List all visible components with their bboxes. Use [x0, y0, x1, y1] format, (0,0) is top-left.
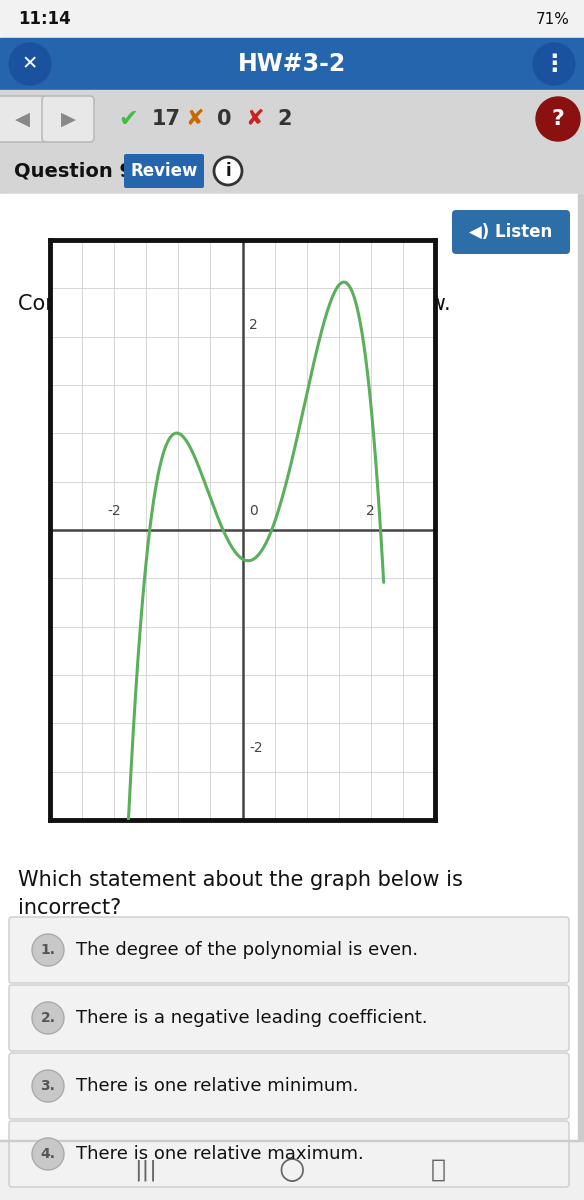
Circle shape: [214, 157, 242, 185]
Text: 1.: 1.: [40, 943, 55, 958]
Text: ✘: ✘: [246, 109, 265, 128]
Text: -2: -2: [249, 740, 263, 755]
Text: ▶: ▶: [61, 109, 75, 128]
Text: 71%: 71%: [536, 12, 570, 26]
FancyBboxPatch shape: [452, 210, 570, 254]
Text: ✕: ✕: [22, 54, 38, 73]
Text: -2: -2: [107, 504, 121, 518]
Text: 0: 0: [249, 504, 258, 518]
FancyBboxPatch shape: [42, 96, 94, 142]
Text: ?: ?: [551, 109, 565, 128]
FancyBboxPatch shape: [124, 154, 204, 188]
Bar: [0, 148, 584, 194]
Text: 17: 17: [152, 109, 181, 128]
FancyBboxPatch shape: [9, 917, 569, 983]
Bar: [0, 194, 584, 1140]
Circle shape: [533, 43, 575, 85]
Text: i: i: [225, 162, 231, 180]
FancyBboxPatch shape: [9, 985, 569, 1051]
FancyBboxPatch shape: [0, 96, 48, 142]
Text: There is one relative maximum.: There is one relative maximum.: [76, 1145, 364, 1163]
Text: Question 9: Question 9: [14, 162, 133, 180]
Bar: [0, 90, 584, 148]
Text: ⋮: ⋮: [542, 52, 566, 76]
Text: 〈: 〈: [430, 1158, 446, 1182]
Text: There is a negative leading coefficient.: There is a negative leading coefficient.: [76, 1009, 427, 1027]
Text: ○: ○: [279, 1156, 305, 1184]
FancyBboxPatch shape: [9, 1121, 569, 1187]
Text: There is one relative minimum.: There is one relative minimum.: [76, 1078, 359, 1094]
Text: HW#3-2: HW#3-2: [238, 52, 346, 76]
Text: ✘: ✘: [186, 109, 204, 128]
FancyBboxPatch shape: [9, 1054, 569, 1118]
Text: 0: 0: [217, 109, 231, 128]
Bar: [0, 1140, 584, 1200]
Circle shape: [32, 934, 64, 966]
Text: 11:14: 11:14: [18, 10, 71, 28]
Circle shape: [32, 1138, 64, 1170]
Text: 3.: 3.: [40, 1079, 55, 1093]
Text: 2: 2: [366, 504, 375, 518]
Circle shape: [536, 97, 580, 140]
Circle shape: [9, 43, 51, 85]
Bar: [0, 0, 584, 38]
Bar: [0, 38, 584, 90]
Text: ◀: ◀: [15, 109, 30, 128]
Text: 2.: 2.: [40, 1010, 55, 1025]
Text: ◀) Listen: ◀) Listen: [470, 223, 552, 241]
Text: 2: 2: [277, 109, 291, 128]
Text: Review: Review: [130, 162, 198, 180]
Circle shape: [32, 1002, 64, 1034]
Text: The degree of the polynomial is even.: The degree of the polynomial is even.: [76, 941, 418, 959]
Text: |||: |||: [134, 1159, 158, 1181]
Text: ✔: ✔: [118, 107, 138, 131]
Text: 4.: 4.: [40, 1147, 55, 1162]
Text: 2: 2: [249, 318, 258, 332]
Circle shape: [32, 1070, 64, 1102]
Text: Which statement about the graph below is
incorrect?: Which statement about the graph below is…: [18, 870, 463, 918]
Text: Consider the graph of the function below.: Consider the graph of the function below…: [18, 294, 451, 314]
Bar: [578, 194, 584, 1140]
